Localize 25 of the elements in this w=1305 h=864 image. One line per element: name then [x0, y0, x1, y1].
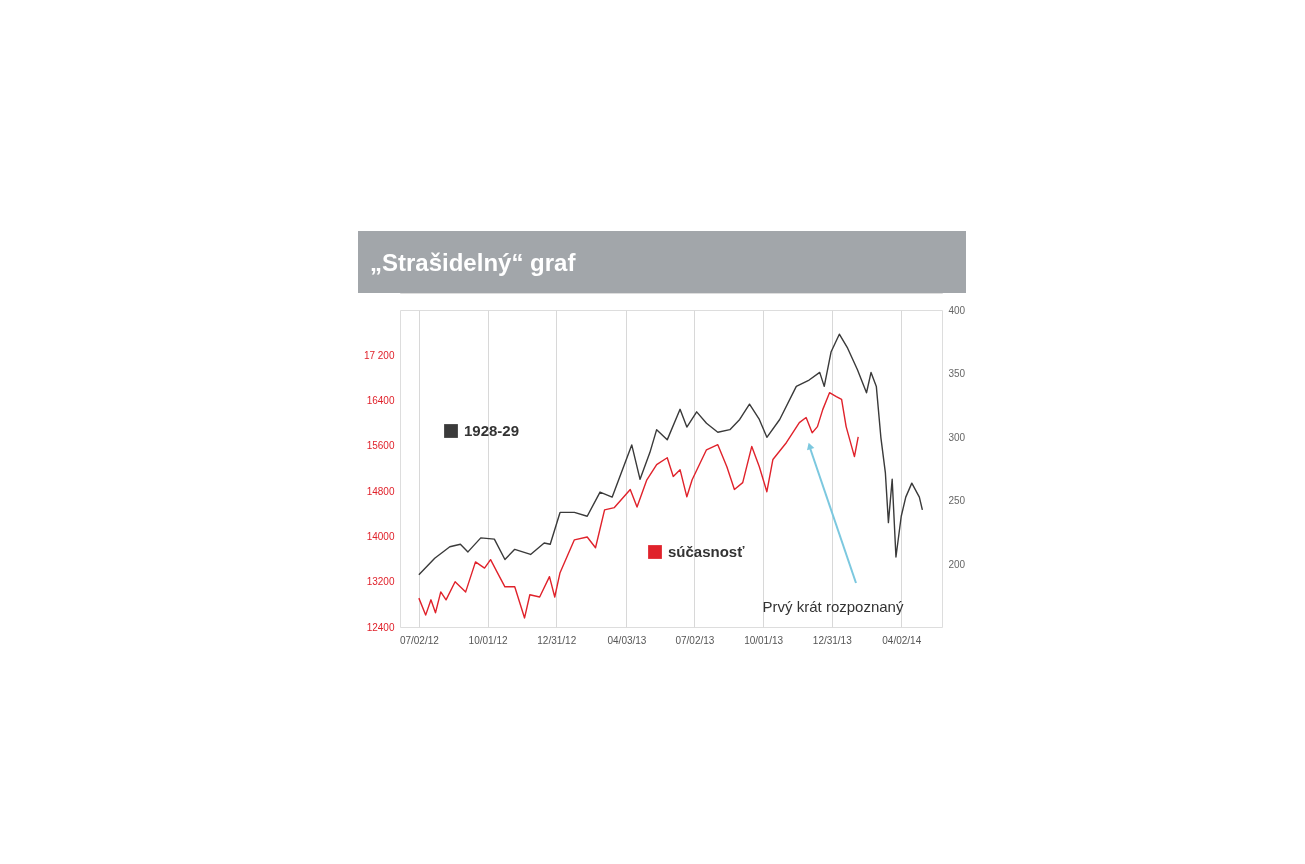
legend-label: súčasnosť	[668, 543, 746, 560]
x-tick-label: 10/01/13	[744, 634, 784, 646]
x-tick-label: 10/01/12	[468, 634, 508, 646]
y-tick-label: 17 200	[363, 349, 395, 361]
x-tick-label: 12/31/13	[812, 634, 853, 646]
y2-tick-label: 400	[948, 304, 966, 316]
x-tick-label: 04/02/14	[882, 634, 922, 646]
line-series	[418, 333, 924, 576]
x-tick-label: 07/02/12	[399, 634, 440, 646]
y-tick-label: 15600	[366, 440, 395, 452]
annotation: Prvý krát rozpoznaný	[762, 598, 904, 615]
x-tick-label: 12/31/12	[537, 634, 577, 646]
y-tick-label: 13200	[366, 576, 395, 588]
y-tick-label: 14000	[366, 530, 395, 542]
y2-tick-label: 300	[948, 431, 966, 443]
x-tick-label: 04/03/13	[607, 634, 647, 646]
legend-label: 1928-29	[464, 422, 520, 439]
y2-tick-label: 350	[948, 368, 966, 380]
y2-tick-label: 200	[948, 559, 966, 571]
y-tick-label: 14800	[366, 485, 395, 497]
x-tick-label: 07/02/13	[675, 634, 715, 646]
chart-title: „Strašidelný“ graf	[370, 249, 577, 276]
y-tick-label: 12400	[366, 621, 395, 633]
y2-tick-label: 250	[948, 495, 966, 507]
y-tick-label: 16400	[366, 395, 395, 407]
